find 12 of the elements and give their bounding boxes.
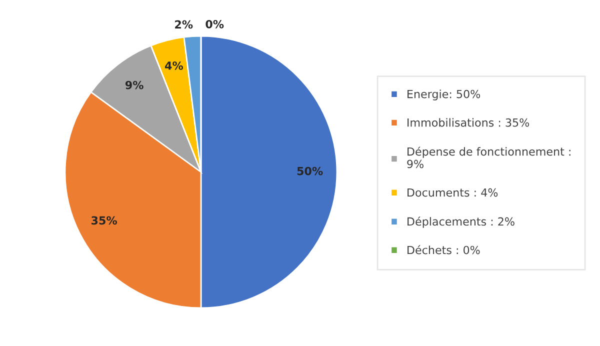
text: 0% <box>206 20 224 28</box>
legend-label: Déchets : 0% <box>408 245 480 254</box>
legend-label: Dépense de fonctionnement : 9% <box>407 146 570 168</box>
legend-label: Immobilisations : 35% <box>408 118 530 127</box>
data-label: 4% <box>165 61 184 70</box>
legend-label: Déplacements : 2% <box>408 216 514 228</box>
data-label: 35% <box>92 216 118 225</box>
data-label: 50% <box>297 166 323 176</box>
data-label: 9% <box>125 80 144 90</box>
data-label: 2% <box>175 20 193 29</box>
legend-label: Documents : 4% <box>408 188 498 197</box>
legend-label: Energie: 50% <box>408 90 480 100</box>
